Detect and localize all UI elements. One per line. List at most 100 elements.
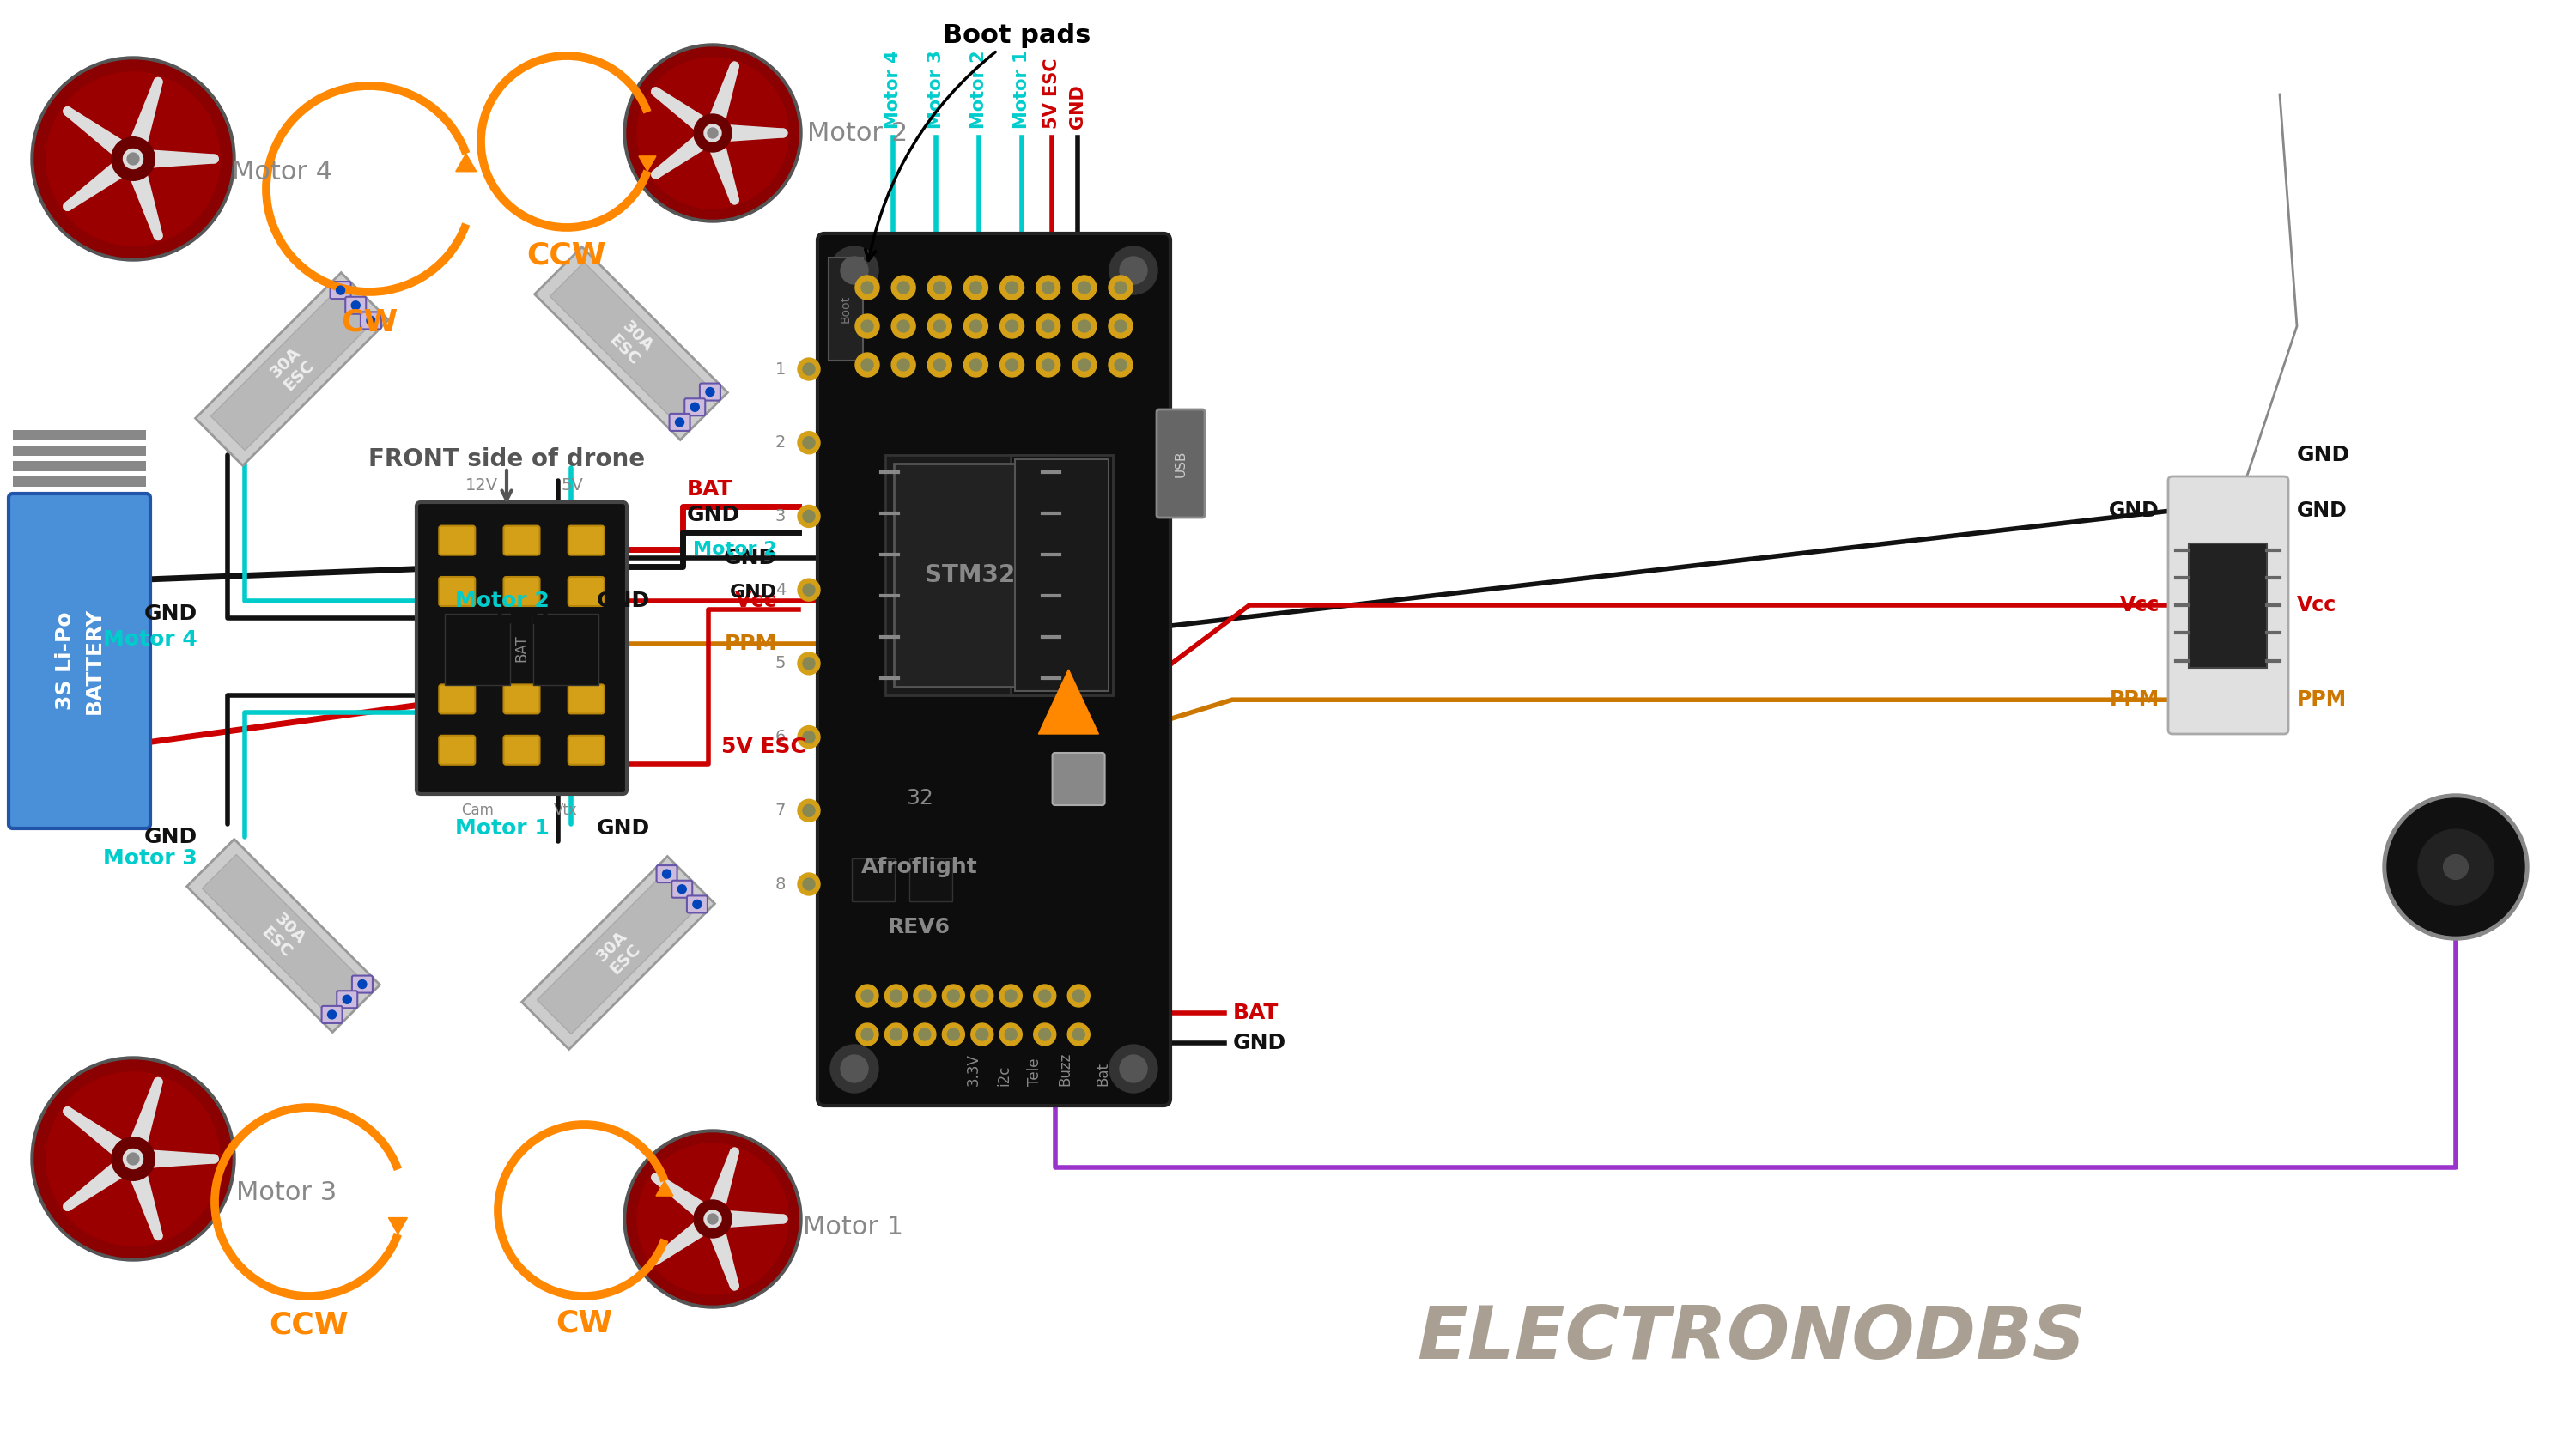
Circle shape (1033, 985, 1056, 1007)
Text: GND: GND (2298, 445, 2349, 465)
Circle shape (690, 403, 698, 412)
Text: 4: 4 (775, 581, 786, 598)
Circle shape (693, 900, 701, 909)
Circle shape (693, 1200, 732, 1237)
Text: Bat: Bat (1095, 1062, 1110, 1085)
FancyBboxPatch shape (505, 577, 541, 606)
Circle shape (799, 578, 819, 601)
Circle shape (896, 359, 909, 371)
Text: CCW: CCW (528, 241, 605, 270)
Text: REV6: REV6 (889, 917, 951, 938)
Circle shape (889, 990, 902, 1001)
Circle shape (31, 1056, 234, 1261)
FancyBboxPatch shape (438, 736, 474, 765)
FancyBboxPatch shape (337, 991, 358, 1009)
Polygon shape (523, 856, 714, 1049)
Text: Motor 1: Motor 1 (804, 1216, 904, 1240)
Circle shape (860, 281, 873, 294)
Circle shape (933, 320, 945, 332)
Circle shape (662, 869, 672, 878)
Circle shape (1121, 256, 1146, 284)
FancyBboxPatch shape (438, 684, 474, 714)
Circle shape (804, 878, 814, 890)
Circle shape (1072, 1029, 1084, 1040)
Text: 3.3V: 3.3V (966, 1053, 981, 1085)
Circle shape (2388, 798, 2524, 936)
FancyBboxPatch shape (533, 614, 598, 685)
Circle shape (927, 352, 951, 377)
Circle shape (860, 359, 873, 371)
Circle shape (943, 985, 963, 1007)
FancyBboxPatch shape (1015, 459, 1108, 691)
Text: USB: USB (1175, 451, 1188, 477)
Circle shape (708, 128, 719, 138)
Circle shape (799, 506, 819, 527)
Polygon shape (536, 246, 726, 440)
Text: BAT: BAT (515, 635, 531, 662)
FancyBboxPatch shape (672, 881, 693, 898)
FancyBboxPatch shape (505, 736, 541, 765)
Circle shape (971, 1023, 994, 1046)
FancyBboxPatch shape (1054, 753, 1105, 806)
Circle shape (1005, 1029, 1018, 1040)
Circle shape (804, 584, 814, 596)
FancyBboxPatch shape (685, 398, 706, 416)
Circle shape (636, 1143, 788, 1294)
Text: GND: GND (688, 504, 739, 526)
Circle shape (2419, 829, 2494, 904)
FancyBboxPatch shape (505, 526, 541, 555)
FancyBboxPatch shape (417, 503, 626, 794)
Text: GND: GND (497, 607, 549, 629)
Circle shape (840, 1055, 868, 1082)
Circle shape (1066, 1023, 1090, 1046)
Circle shape (31, 57, 234, 261)
Circle shape (896, 320, 909, 332)
Circle shape (948, 1029, 958, 1040)
FancyBboxPatch shape (1010, 455, 1113, 696)
Circle shape (840, 256, 868, 284)
Circle shape (860, 320, 873, 332)
Circle shape (1072, 275, 1097, 300)
Circle shape (706, 388, 714, 396)
FancyBboxPatch shape (569, 736, 605, 765)
Text: 32: 32 (907, 788, 933, 809)
Circle shape (623, 1130, 801, 1308)
FancyBboxPatch shape (2169, 477, 2287, 735)
Circle shape (891, 275, 914, 300)
FancyBboxPatch shape (8, 494, 149, 829)
Text: Motor 1: Motor 1 (456, 819, 549, 839)
Text: CCW: CCW (270, 1310, 348, 1339)
Circle shape (969, 281, 981, 294)
FancyBboxPatch shape (909, 858, 953, 901)
Circle shape (799, 800, 819, 822)
Circle shape (829, 246, 878, 294)
Text: GND: GND (1069, 84, 1087, 129)
Text: Boot pads: Boot pads (866, 23, 1092, 261)
Circle shape (366, 316, 376, 325)
FancyBboxPatch shape (817, 233, 1170, 1106)
Circle shape (703, 1210, 721, 1227)
Circle shape (799, 652, 819, 675)
Circle shape (804, 730, 814, 743)
Text: Motor 1: Motor 1 (1012, 51, 1030, 129)
FancyBboxPatch shape (657, 865, 677, 882)
FancyBboxPatch shape (569, 577, 605, 606)
Text: BAT: BAT (688, 480, 732, 500)
Circle shape (33, 59, 232, 258)
Circle shape (677, 885, 685, 894)
FancyBboxPatch shape (894, 464, 1046, 687)
Circle shape (999, 314, 1025, 338)
Text: Motor 2: Motor 2 (456, 591, 549, 611)
Polygon shape (657, 1181, 672, 1195)
Circle shape (1007, 320, 1018, 332)
FancyBboxPatch shape (13, 430, 147, 440)
Circle shape (46, 72, 219, 246)
Circle shape (976, 990, 989, 1001)
Circle shape (933, 281, 945, 294)
Text: PPM: PPM (2298, 690, 2347, 710)
Text: Motor 2: Motor 2 (693, 540, 778, 558)
Text: GND: GND (598, 819, 649, 839)
Circle shape (327, 1010, 337, 1019)
Text: CW: CW (556, 1308, 613, 1339)
Circle shape (1110, 1045, 1157, 1093)
